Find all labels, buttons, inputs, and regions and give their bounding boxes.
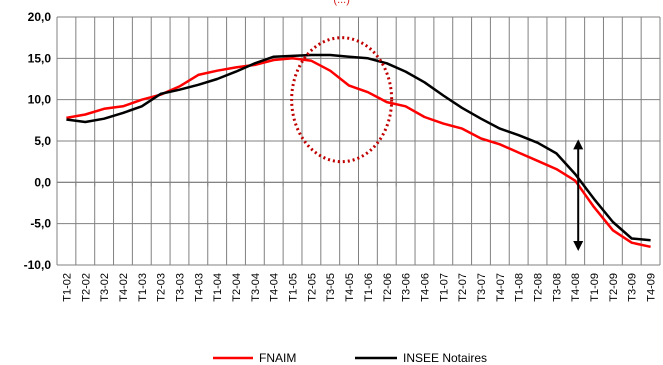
x-tick-label: T2-07: [457, 273, 469, 302]
x-tick-label: T3-06: [401, 273, 413, 302]
x-tick-label: T3-05: [325, 273, 337, 302]
y-tick-label: 10,0: [28, 93, 52, 107]
x-tick-label: T1-03: [137, 273, 149, 302]
y-tick-label: 15,0: [28, 51, 52, 65]
y-tick-label: 20,0: [28, 10, 52, 24]
x-tick-label: T4-08: [570, 273, 582, 302]
x-tick-label: T4-02: [118, 273, 130, 302]
highlight-dotted-circle: [290, 36, 394, 164]
x-tick-label: T3-03: [174, 273, 186, 302]
legend-label: INSEE Notaires: [403, 351, 487, 365]
legend-label: FNAIM: [259, 351, 296, 365]
x-tick-label: T1-08: [514, 273, 526, 302]
x-tick-label: T3-09: [627, 273, 639, 302]
x-tick-label: T3-04: [250, 273, 262, 302]
arrow-head-down: [573, 240, 584, 251]
x-tick-label: T4-09: [646, 273, 658, 302]
y-tick-label: 0,0: [34, 175, 51, 189]
x-tick-label: T1-04: [212, 273, 224, 302]
x-tick-label: T4-03: [193, 273, 205, 302]
x-tick-label: T4-07: [495, 273, 507, 302]
chart-grid: [56, 16, 661, 266]
chart-annotations: (...): [290, 0, 584, 251]
x-tick-label: T1-05: [288, 273, 300, 302]
x-tick-label: T1-09: [589, 273, 601, 302]
x-tick-label: T4-05: [344, 273, 356, 302]
x-tick-label: T2-05: [306, 273, 318, 302]
x-tick-label: T2-04: [231, 273, 243, 302]
chart-series: [66, 53, 651, 249]
x-tick-label: T2-08: [533, 273, 545, 302]
y-tick-label: 5,0: [34, 134, 51, 148]
annotation-label: (...): [333, 0, 350, 6]
x-tick-label: T3-07: [476, 273, 488, 302]
series-line-insee-notaires: [66, 53, 651, 242]
x-tick-label: T2-06: [382, 273, 394, 302]
x-tick-label: T4-06: [419, 273, 431, 302]
x-tick-label: T1-06: [363, 273, 375, 302]
x-tick-label: T2-03: [156, 273, 168, 302]
x-tick-label: T3-08: [551, 273, 563, 302]
y-tick-label: -10,0: [24, 258, 52, 272]
x-tick-label: T2-09: [608, 273, 620, 302]
arrow-head-up: [573, 139, 584, 150]
chart-axes: -10,0 -5,0 0,0 5,0 10,0 15,0 20,0 T1-02 T2-02 T3-…: [24, 10, 661, 302]
x-tick-label: T4-04: [269, 273, 281, 302]
x-tick-label: T3-02: [99, 273, 111, 302]
x-tick-label: T2-02: [80, 273, 92, 302]
x-tick-label: T1-07: [438, 273, 450, 302]
chart-legend: FNAIM INSEE Notaires: [213, 351, 487, 365]
y-tick-label: -5,0: [30, 217, 51, 231]
x-tick-label: T1-02: [61, 273, 73, 302]
